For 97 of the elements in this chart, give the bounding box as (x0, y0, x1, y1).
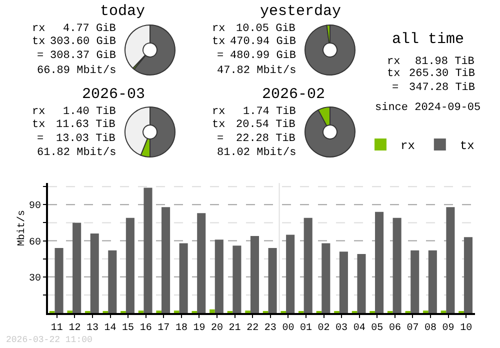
text: rx (212, 23, 226, 35)
text: 61.82 Mbit/s (37, 147, 116, 159)
bar (108, 250, 117, 313)
bar (54, 248, 64, 313)
x-tick-label: 18 (175, 323, 188, 334)
text: rx (32, 23, 46, 35)
legend-label: rx (400, 139, 415, 154)
bar (304, 218, 312, 313)
x-tick-label: 04 (353, 323, 366, 334)
text: 11.63 TiB (56, 119, 116, 131)
text: 81.02 Mbit/s (217, 147, 296, 159)
x-tick-label: 09 (442, 323, 454, 334)
text: 4.77 GiB (63, 23, 116, 35)
x-tick-label: 10 (460, 323, 472, 334)
text: 1.74 TiB (243, 106, 296, 118)
x-tick-label: 23 (264, 323, 276, 334)
text: rx (32, 106, 46, 118)
bar (428, 250, 437, 313)
x-tick-label: 22 (246, 323, 259, 334)
bar (144, 188, 152, 313)
x-tick-label: 16 (140, 323, 152, 334)
text: 20.54 TiB (236, 119, 296, 131)
bar (268, 248, 277, 313)
x-tick-label: 19 (193, 323, 206, 334)
text: tx (212, 119, 226, 131)
y-axis-title: Mbit/s (16, 210, 28, 246)
text: 47.82 Mbit/s (217, 65, 296, 77)
text: = (392, 82, 399, 94)
text: since 2024-09-05 (375, 102, 481, 114)
text: 22.28 TiB (236, 133, 296, 145)
bar (446, 207, 455, 313)
bar (322, 243, 330, 313)
x-tick-label: 12 (68, 323, 81, 334)
text: rx (212, 106, 226, 118)
text: tx (212, 36, 226, 48)
x-tick-label: 07 (406, 323, 419, 334)
text: = (217, 133, 224, 145)
bar (90, 234, 99, 313)
bar (464, 237, 473, 313)
bar (357, 254, 366, 313)
x-tick-label: 15 (122, 323, 134, 334)
text: 10.05 GiB (236, 23, 296, 35)
bar (410, 250, 420, 313)
x-tick-label: 20 (211, 323, 224, 334)
bar (286, 234, 295, 313)
bar (179, 243, 188, 313)
bar (197, 213, 206, 313)
text: 81.98 TiB (415, 56, 475, 68)
text: all time (392, 31, 464, 48)
text: 470.94 GiB (230, 36, 296, 48)
text: rx (387, 56, 401, 68)
bar (162, 207, 170, 313)
x-tick-label: 14 (104, 323, 116, 334)
x-tick-label: 08 (424, 323, 437, 334)
bar (72, 222, 82, 313)
chart-title: today (100, 3, 146, 20)
x-tick-label: 06 (388, 323, 401, 334)
text: 480.99 GiB (230, 50, 296, 62)
text: = (217, 50, 224, 62)
x-tick-label: 01 (300, 323, 312, 334)
text: 66.89 Mbit/s (37, 65, 116, 77)
y-tick-label: 60 (28, 237, 41, 248)
text: 308.37 GiB (50, 50, 116, 62)
bar (232, 246, 242, 313)
text: 265.30 TiB (409, 68, 476, 80)
donut-slice (304, 106, 356, 158)
text: 13.03 TiB (56, 133, 116, 145)
text: 303.60 GiB (50, 36, 116, 48)
bar (339, 252, 348, 313)
chart-title: 2026-03 (82, 86, 146, 103)
bar (375, 212, 384, 313)
x-tick-label: 13 (86, 323, 98, 334)
x-tick-label: 03 (336, 323, 348, 334)
text: 347.28 TiB (409, 82, 476, 94)
x-tick-label: 11 (50, 323, 63, 334)
text: tx (32, 36, 46, 48)
text: 1.40 TiB (63, 106, 116, 118)
text: tx (387, 68, 401, 80)
bar (214, 240, 224, 313)
text: = (37, 50, 44, 62)
x-tick-label: 17 (158, 323, 170, 334)
bar (126, 218, 134, 313)
chart-title: 2026-02 (262, 86, 326, 103)
y-tick-label: 30 (28, 273, 41, 284)
x-tick-label: 00 (282, 323, 294, 334)
y-tick-label: 90 (28, 201, 41, 212)
text: = (37, 133, 44, 145)
bar (392, 218, 402, 313)
x-tick-label: 02 (318, 323, 330, 334)
legend-label: tx (460, 139, 474, 154)
chart-title: yesterday (260, 3, 342, 20)
bar (210, 309, 215, 313)
x-tick-label: 21 (228, 323, 241, 334)
bar (250, 236, 260, 313)
x-tick-label: 05 (371, 323, 384, 334)
donut-slice (304, 24, 356, 76)
text: tx (32, 119, 46, 131)
